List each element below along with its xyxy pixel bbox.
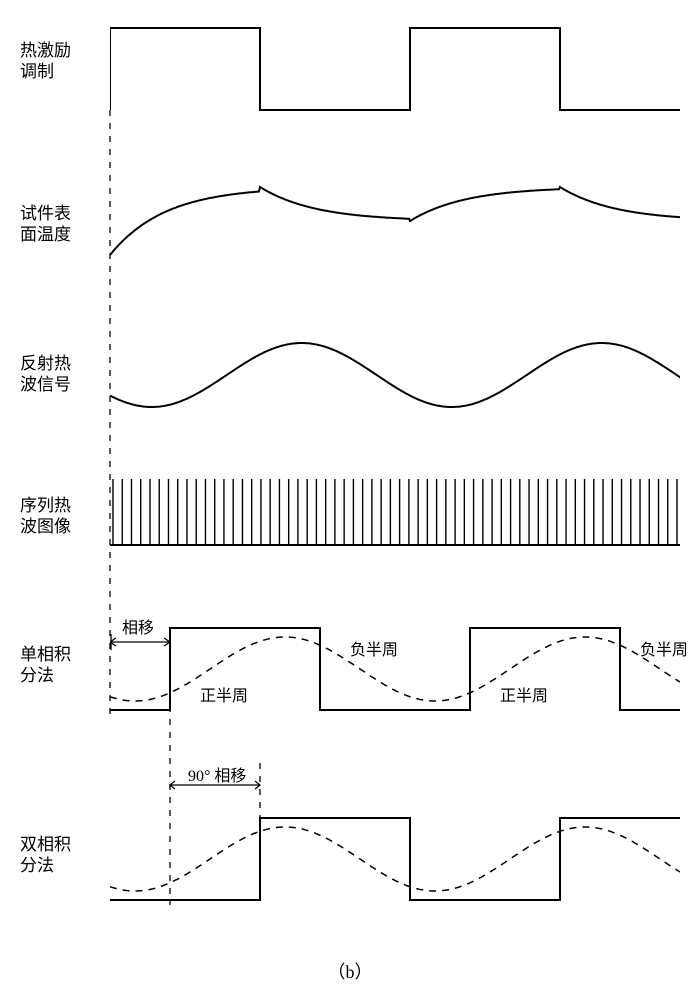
single_phase-label: 单相积分法 bbox=[20, 644, 100, 687]
sequence-plot bbox=[110, 475, 680, 555]
sequence-label: 序列热波图像 bbox=[20, 495, 100, 538]
excitation-row: 热激励调制 bbox=[0, 20, 700, 120]
surface_temp-row: 试件表面温度 bbox=[0, 175, 700, 275]
ninety-deg-label: 90° 相移 bbox=[188, 762, 246, 786]
biphase-plot: 90° 相移 bbox=[110, 800, 680, 920]
surface_temp-label: 试件表面温度 bbox=[20, 203, 100, 246]
single_phase-row: 单相积分法相移正半周 负半周正半周 负半周 bbox=[0, 610, 700, 730]
phase-shift-label: 相移 bbox=[122, 614, 154, 638]
neg-half-2: 负半周 bbox=[640, 636, 688, 660]
reflected-row: 反射热波信号 bbox=[0, 325, 700, 425]
caption: （b） bbox=[0, 958, 700, 984]
biphase-label: 双相积分法 bbox=[20, 834, 100, 877]
reflected-plot bbox=[110, 325, 680, 425]
excitation-plot bbox=[110, 20, 680, 120]
sequence-row: 序列热波图像 bbox=[0, 475, 700, 555]
pos-half-1: 正半周 bbox=[200, 682, 248, 706]
surface_temp-plot bbox=[110, 175, 680, 275]
excitation-label: 热激励调制 bbox=[20, 40, 100, 83]
reflected-label: 反射热波信号 bbox=[20, 353, 100, 396]
single_phase-plot: 相移正半周负半周正半周负半周 bbox=[110, 610, 680, 730]
biphase-row: 双相积分法90° 相移 bbox=[0, 800, 700, 920]
neg-half-1: 负半周 bbox=[350, 636, 398, 660]
pos-half-2: 正半周 bbox=[500, 682, 548, 706]
